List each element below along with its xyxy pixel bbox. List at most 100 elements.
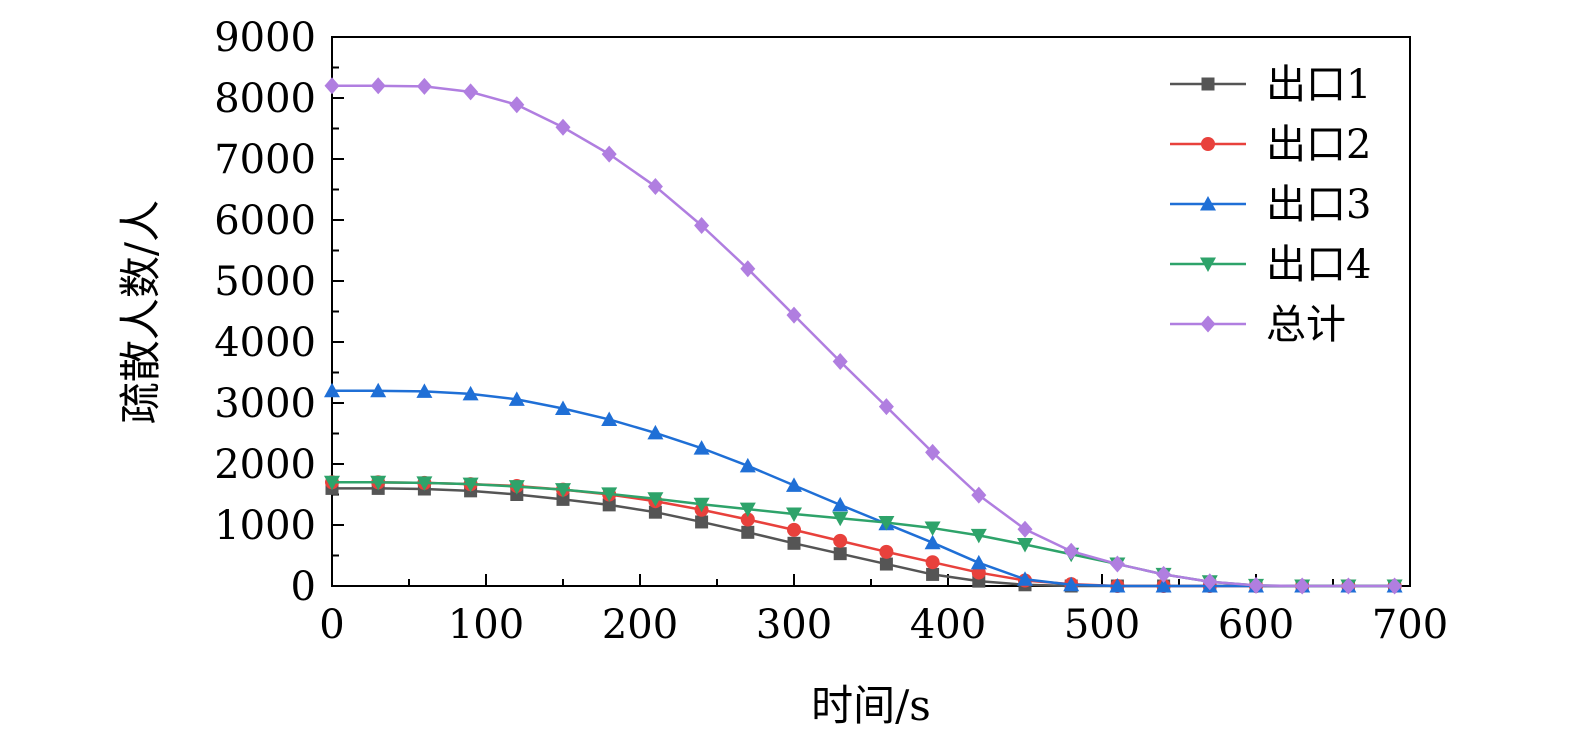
y-tick-label: 3000 [214,381,316,427]
data-point [370,475,387,491]
x-tick-label: 0 [319,602,344,648]
data-point [1155,578,1172,593]
y-tick-label: 6000 [214,198,316,244]
y-tick-label: 7000 [214,137,316,183]
series-layer [324,77,1403,595]
data-point [787,536,801,550]
data-point [601,145,617,163]
legend-item: 总计 [1170,302,1346,348]
data-point [647,424,664,440]
data-point [555,118,571,136]
data-point [1248,576,1264,594]
data-point [647,177,663,195]
data-point [924,534,941,550]
data-point [693,440,710,455]
y-tick-label: 4000 [214,320,316,366]
data-point [647,492,664,507]
data-point [787,522,801,537]
data-point [879,544,894,559]
data-point [786,477,802,492]
legend-marker [1200,257,1216,272]
data-point [462,477,479,493]
legend-label: 出口1 [1266,62,1371,108]
series-line [332,481,1395,588]
data-point [324,77,340,95]
data-point [602,498,616,512]
data-point [508,480,525,495]
data-point [739,502,756,518]
data-point [925,555,940,570]
legend-marker [1200,196,1216,211]
x-tick-label: 100 [448,602,524,648]
legend-marker [1201,137,1215,151]
data-point [1109,555,1125,573]
y-tick-label: 1000 [214,503,316,549]
data-point [695,515,709,529]
data-point [740,512,755,527]
data-point [1387,577,1403,595]
legend-item: 出口2 [1170,122,1371,168]
legend: 出口1 出口2 出口3 出口4 总计 [1170,62,1371,348]
data-point [833,533,848,548]
x-tick-label: 400 [910,602,986,648]
data-point [370,77,386,95]
data-point [601,411,618,426]
data-point [878,398,894,416]
data-point [833,547,847,561]
x-tick-label: 300 [756,602,832,648]
y-tick-label: 2000 [214,442,316,488]
series-line [332,389,1395,588]
ticks-layer: 0 100 200 300 400 500 600 7000 1000 2000 3000 4000 5… [214,15,1448,648]
legend-item: 出口4 [1170,242,1371,288]
plot-frame [331,36,1411,587]
data-point [970,554,987,570]
data-point [416,383,433,398]
data-point [694,216,710,234]
y-tick-label: 0 [291,564,316,610]
legend-label: 出口2 [1266,122,1371,168]
x-tick-label: 500 [1064,602,1140,648]
x-tick-label: 200 [602,602,678,648]
legend-marker [1201,77,1215,91]
data-point [786,306,802,324]
data-point [1017,571,1033,586]
data-point [925,443,941,461]
data-point [555,483,571,498]
data-point [879,557,893,571]
data-point [324,475,340,491]
data-point [832,496,849,512]
data-point [601,487,618,502]
data-point [1063,542,1079,560]
x-axis-title: 时间/s [811,681,931,730]
series-line [332,84,1395,588]
data-point [740,260,756,278]
y-tick-label: 5000 [214,259,316,305]
x-tick-label: 600 [1218,602,1294,648]
data-point [1017,538,1033,553]
y-tick-label: 9000 [214,15,316,61]
data-point [741,525,755,539]
y-axis-title: 疏散人数/人 [116,200,165,424]
data-point [648,505,662,519]
data-point [926,567,940,581]
data-point [786,507,802,523]
series-line [332,487,1395,588]
legend-item: 出口3 [1170,182,1371,228]
legend-item: 出口1 [1170,62,1371,108]
data-point [555,400,571,415]
data-point [1294,577,1310,595]
data-point [1202,573,1218,591]
legend-marker [1200,315,1216,333]
data-point [462,385,479,401]
data-point [509,96,525,114]
series-3 [324,382,1403,593]
y-tick-label: 8000 [214,76,316,122]
legend-label: 出口4 [1266,242,1371,288]
data-point [1017,520,1033,538]
data-point [924,521,941,537]
data-point [416,476,433,491]
data-point [970,528,987,544]
data-point [1063,576,1080,592]
data-point [832,353,848,371]
